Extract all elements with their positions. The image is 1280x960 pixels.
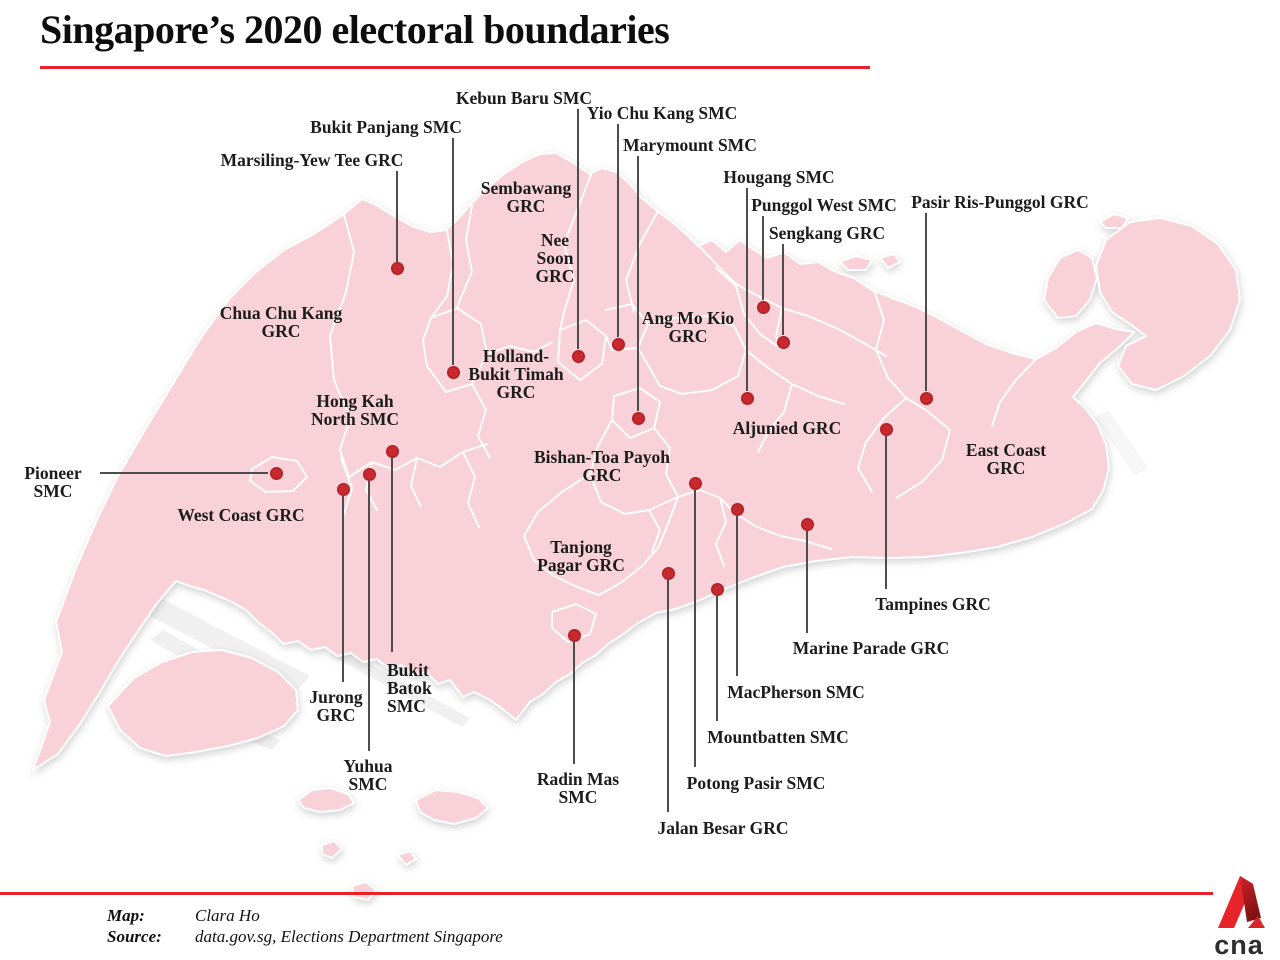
credit-map-row: Map: Clara Ho (107, 905, 260, 926)
credit-map-value: Clara Ho (195, 906, 260, 925)
pulau-ubin (1043, 249, 1098, 319)
constituency-boundaries (249, 171, 1037, 643)
pulau-tekong (1095, 217, 1241, 391)
main-island (32, 152, 1135, 771)
title-rule (40, 66, 870, 69)
sentosa-island (415, 789, 489, 825)
page-title: Singapore’s 2020 electoral boundaries (40, 7, 670, 52)
credit-map-label: Map: (107, 906, 145, 925)
jurong-island (107, 649, 299, 757)
cna-logo-mark (1218, 876, 1265, 928)
southern-islet-3 (397, 850, 417, 866)
credit-source-value: data.gov.sg, Elections Department Singap… (195, 927, 503, 946)
punggol-islet-1 (839, 255, 873, 271)
cna-logo: cna (1210, 872, 1268, 960)
cna-wordmark: cna (1214, 930, 1264, 960)
southern-island (297, 787, 355, 813)
credit-source-row: Source: data.gov.sg, Elections Departmen… (107, 926, 503, 947)
north-islet (1099, 213, 1129, 229)
punggol-islet-2 (879, 253, 901, 269)
credit-source-label: Source: (107, 927, 162, 946)
southern-islet-2 (351, 881, 377, 901)
footer-rule (0, 892, 1213, 895)
southern-islet-1 (321, 840, 343, 859)
